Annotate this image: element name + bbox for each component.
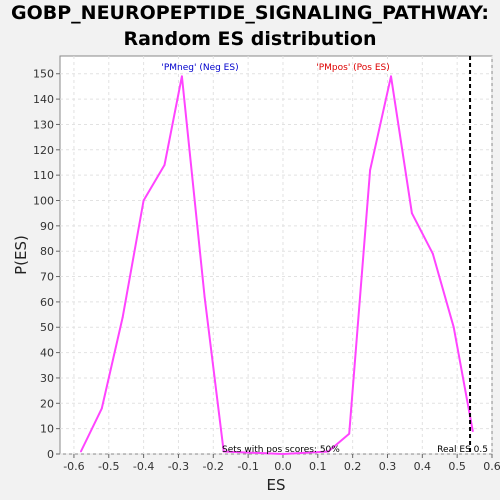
y-tick-label: 70	[40, 271, 54, 284]
data-point	[282, 453, 284, 455]
data-point	[390, 75, 392, 78]
y-tick-label: 10	[40, 423, 54, 436]
y-tick-label: 50	[40, 321, 54, 334]
x-tick-label: 0.5	[448, 460, 466, 473]
data-point	[121, 316, 124, 319]
x-tick-label: 0.2	[344, 460, 362, 473]
data-point	[80, 450, 82, 453]
y-tick-label: 40	[40, 347, 54, 360]
neg-es-label: 'PMneg' (Neg ES)	[161, 63, 238, 73]
data-point	[203, 295, 206, 298]
y-tick-label: 60	[40, 296, 54, 309]
y-axis-title: P(ES)	[12, 235, 30, 275]
chart-title-line1: GOBP_NEUROPEPTIDE_SIGNALING_PATHWAY:	[11, 2, 489, 24]
data-point	[163, 164, 166, 166]
real-es-label: Real ES 0.5	[437, 445, 488, 455]
data-point	[222, 450, 225, 453]
x-tick-label: 0.0	[274, 460, 292, 473]
x-tick-label: 0.6	[483, 460, 500, 473]
y-tick-label: 140	[33, 93, 54, 106]
x-tick-label: 0.4	[414, 460, 432, 473]
sets-pos-scores-label: Sets with pos scores: 50%	[222, 445, 340, 455]
data-point	[471, 430, 474, 433]
x-tick-label: -0.1	[237, 460, 258, 473]
x-tick-label: -0.3	[168, 460, 189, 473]
y-tick-label: 100	[33, 194, 54, 207]
annotations: 'PMneg' (Neg ES) 'PMpos' (Pos ES) Sets wit…	[161, 63, 488, 455]
y-tick-label: 80	[40, 245, 54, 258]
data-point	[369, 169, 371, 171]
y-axis: 0 10 20 30 40 50 60 70 80 90 100 110 120 130 140 150	[33, 68, 60, 461]
x-tick-label: -0.6	[63, 460, 84, 473]
y-tick-label: 150	[33, 68, 54, 81]
y-tick-label: 110	[33, 169, 54, 182]
x-tick-label: 0.1	[309, 460, 327, 473]
plot-area	[59, 55, 493, 455]
y-tick-label: 20	[40, 397, 54, 410]
x-tick-label: -0.2	[203, 460, 224, 473]
data-point	[348, 432, 351, 435]
data-point	[327, 450, 330, 453]
y-tick-label: 130	[33, 118, 54, 131]
y-tick-label: 90	[40, 220, 54, 233]
y-tick-label: 120	[33, 144, 54, 157]
data-point	[100, 407, 103, 410]
x-tick-label: 0.3	[379, 460, 397, 473]
y-tick-label: 30	[40, 372, 54, 385]
data-point	[431, 252, 434, 255]
data-point	[452, 326, 455, 329]
y-tick-label: 0	[47, 448, 54, 461]
pos-es-label: 'PMpos' (Pos ES)	[316, 63, 390, 73]
data-point	[181, 75, 183, 78]
x-axis: -0.6 -0.5 -0.4 -0.3 -0.2 -0.1 0.0 0.1 0.2 0.3 0.4 0…	[63, 454, 500, 473]
series-group	[80, 56, 474, 455]
x-tick-label: -0.4	[133, 460, 154, 473]
chart-title-line2: Random ES distribution	[123, 28, 376, 50]
data-point	[142, 199, 145, 202]
data-point	[410, 212, 413, 215]
x-tick-label: -0.5	[98, 460, 119, 473]
x-axis-title: ES	[267, 476, 286, 494]
